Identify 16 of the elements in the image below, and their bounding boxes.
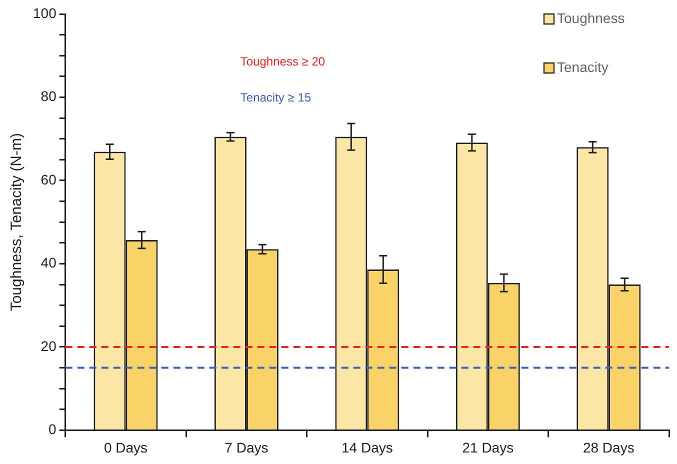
y-tick-label: 80 <box>40 88 57 104</box>
y-tick-label: 100 <box>33 4 57 21</box>
x-tick-label: 28 Days <box>582 439 634 456</box>
y-axis-title: Toughness, Tenacity (N-m) <box>8 133 26 312</box>
y-tick-label: 0 <box>48 421 57 438</box>
legend-label: Tenacity <box>557 58 608 75</box>
legend-label: Toughness <box>557 10 625 26</box>
x-tick-label: 14 Days <box>342 439 393 456</box>
x-tick-label: 7 Days <box>224 439 268 456</box>
x-tick-label: 0 Days <box>104 439 148 456</box>
x-tick-label: 21 Days <box>462 439 514 456</box>
y-tick-label: 60 <box>40 171 57 188</box>
y-tick-label: 20 <box>40 338 57 354</box>
ref-line-label: Toughness ≥ 20 <box>240 54 326 68</box>
y-tick-label: 40 <box>40 254 57 271</box>
ref-line-label: Tenacity ≥ 15 <box>240 90 312 104</box>
